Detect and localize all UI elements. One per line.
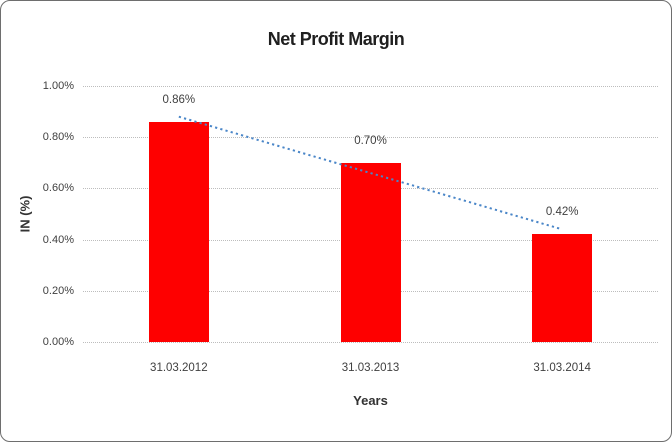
data-label: 0.70% [354, 134, 387, 147]
trendline [178, 115, 563, 231]
x-axis-tick-label: 31.03.2012 [150, 362, 208, 374]
bar-31.03.2014 [532, 234, 593, 342]
y-axis-tick-label: 0.60% [42, 182, 74, 195]
data-label: 0.86% [162, 93, 196, 106]
gridline [83, 86, 658, 87]
y-axis-tick-label: 0.00% [42, 336, 74, 348]
gridline [83, 137, 658, 139]
y-axis-tick-label: 0.40% [42, 233, 74, 246]
chart-title: Net Profit Margin [267, 29, 405, 49]
x-axis-title: Years [353, 393, 388, 408]
x-axis-tick-label: 31.03.2014 [533, 362, 591, 374]
x-axis-tick-label: 31.03.2013 [341, 362, 400, 374]
bar-31.03.2012 [148, 121, 209, 342]
data-label: 0.42% [545, 206, 579, 219]
gridline [83, 342, 658, 343]
y-axis-tick-label: 0.20% [42, 284, 74, 297]
y-axis-tick-label: 0.80% [42, 131, 74, 144]
bar-31.03.2013 [340, 162, 401, 342]
y-axis-title: IN (%) [17, 195, 33, 233]
y-axis-tick-label: 1.00% [42, 80, 74, 92]
